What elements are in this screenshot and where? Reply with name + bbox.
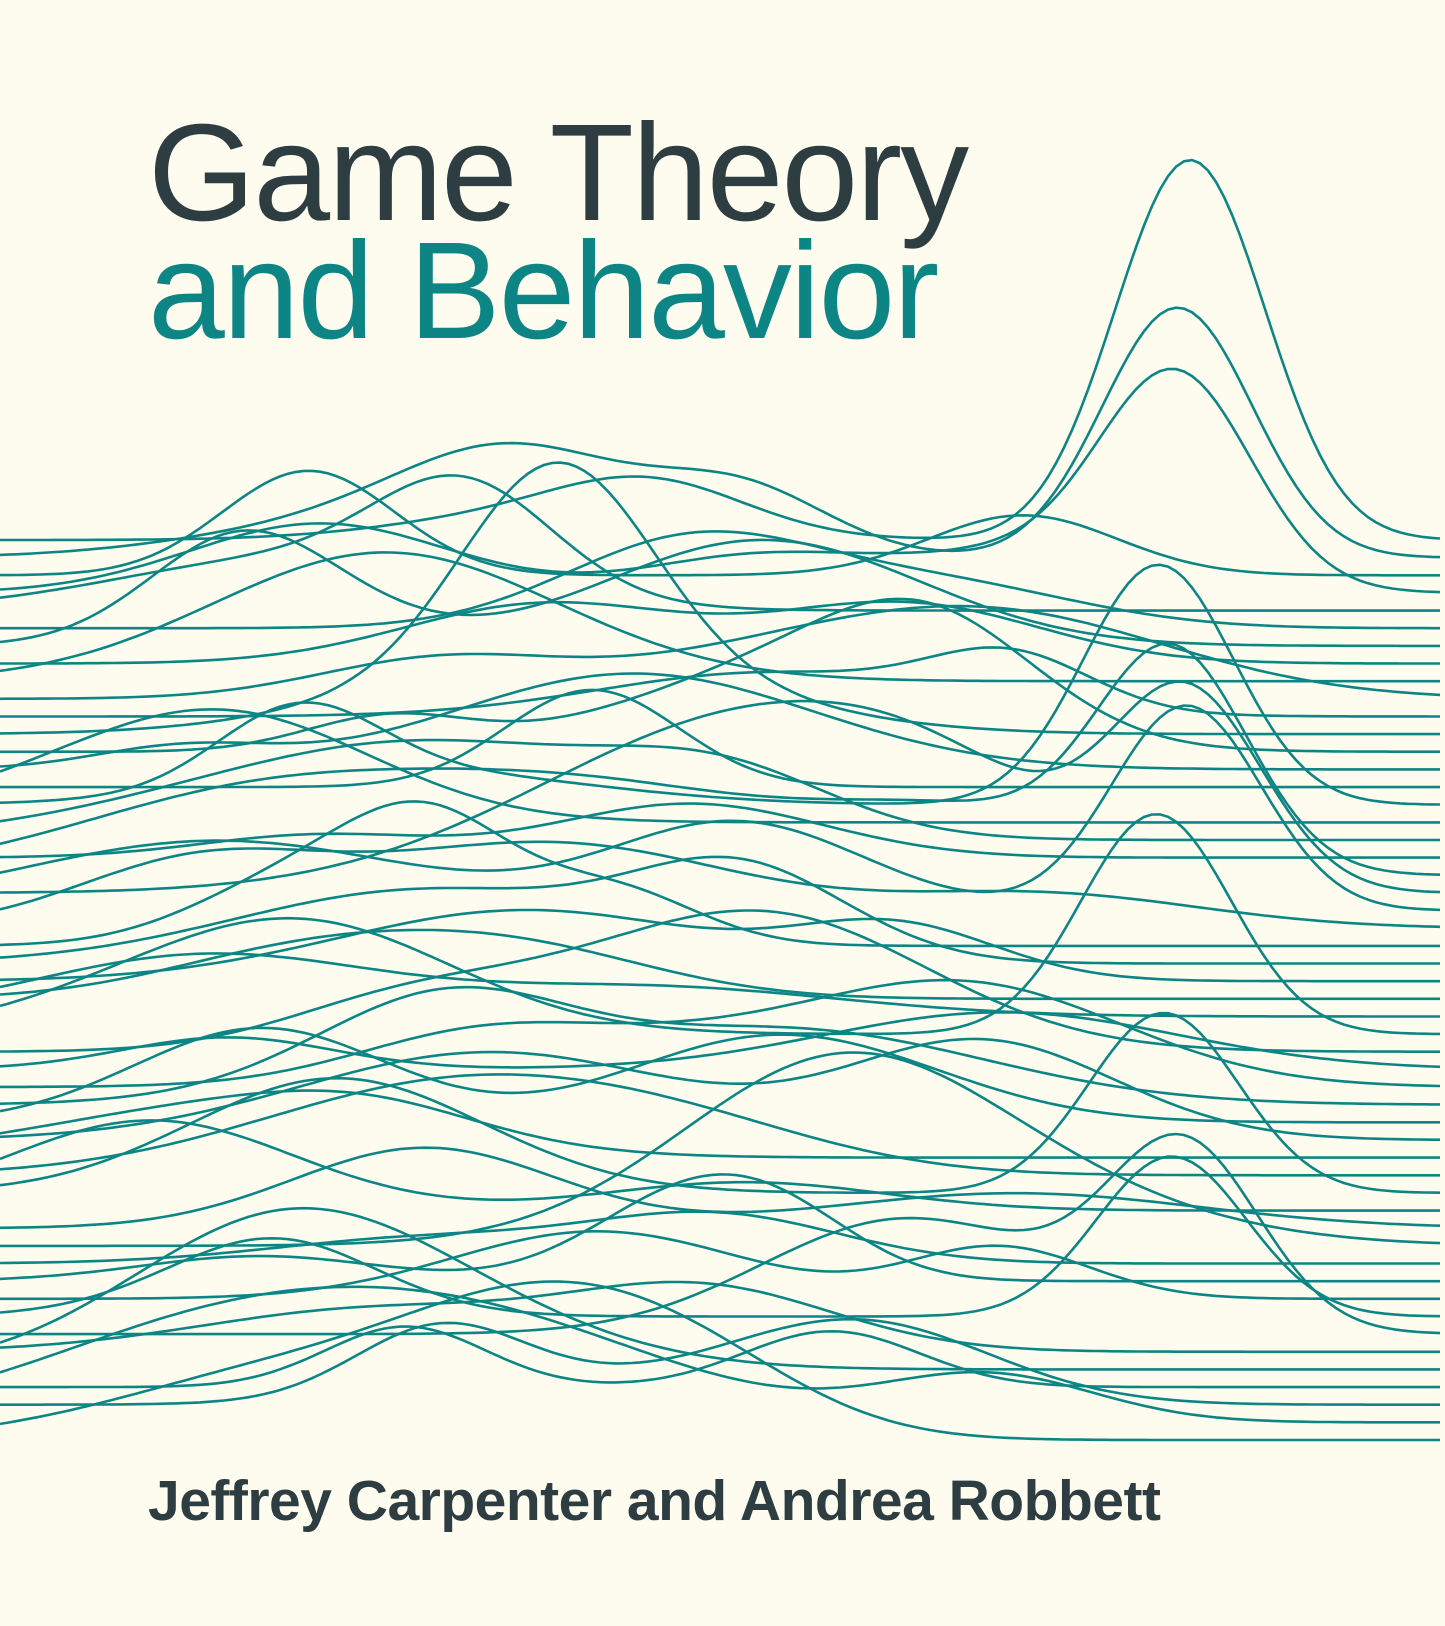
wave-line [0,1073,1440,1177]
wave-line [0,1285,1440,1424]
wave-line [0,813,1440,1036]
wave-line [0,800,1440,948]
wave-line [0,978,1441,1089]
wave-line [0,928,1440,1001]
wave-line [0,474,1440,612]
wave-line [0,840,1441,929]
book-authors: Jeffrey Carpenter and Andrea Robbett [148,1469,1161,1533]
wave-line [0,600,1440,665]
wave-line [0,1317,1440,1406]
book-title-line2: and Behavior [148,214,939,368]
wave-line [0,1210,1440,1265]
wave-line [0,306,1441,559]
wave-line [0,563,1441,806]
wave-line [0,461,1440,736]
wave-line [0,1037,1440,1141]
wave-line [0,642,1441,876]
wave-line [0,802,1440,859]
wave-line [0,672,1440,771]
wave-line [0,1230,1440,1301]
wave-line [0,985,1440,1106]
wave-line [0,597,1440,754]
wave-line [0,855,1440,965]
wave-line [0,1280,1440,1354]
wave-line [0,1026,1440,1124]
wave-line [0,604,1441,701]
wave-line [0,908,1440,983]
wave-line [0,529,1440,648]
wave-line [0,158,1441,542]
wave-line [0,1280,1440,1442]
wave-line [0,704,1441,912]
wave-line [0,1011,1441,1194]
wave-line [0,1206,1440,1371]
wave-line [0,1089,1440,1159]
book-title-line1: Game Theory [148,96,969,250]
wave-line [0,551,1440,683]
wave-line [0,1119,1440,1212]
wave-line [0,1051,1441,1248]
wave-line [0,469,1440,577]
wave-line [0,367,1441,594]
wave-line [0,1010,1441,1069]
wave-line [0,952,1440,1018]
wave-line [0,530,1440,630]
wave-line [0,909,1440,1053]
wave-line [0,1155,1441,1318]
wave-line [0,1325,1440,1389]
wave-line [0,738,1440,842]
wave-line [0,1173,1440,1283]
